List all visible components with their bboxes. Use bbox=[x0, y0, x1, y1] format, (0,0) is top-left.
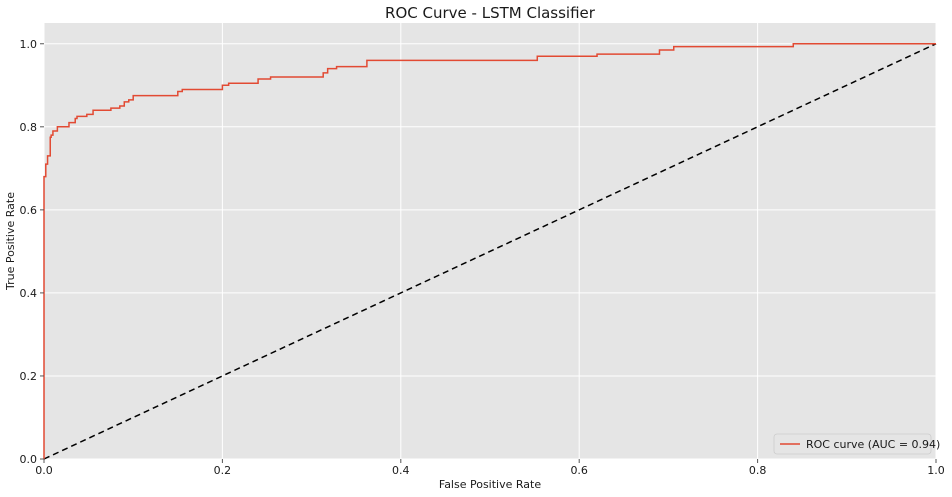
y-axis-label: True Positive Rate bbox=[4, 192, 17, 291]
grid-lines bbox=[43, 23, 937, 460]
legend-box bbox=[773, 433, 932, 455]
y-tick-label-2: 0.4 bbox=[20, 287, 38, 300]
roc-curve-line bbox=[43, 43, 936, 459]
x-tick-label-2: 0.4 bbox=[392, 464, 410, 477]
chart-title: ROC Curve - LSTM Classifier bbox=[385, 4, 596, 22]
series-layer bbox=[43, 43, 937, 460]
y-tick-label-5: 1.0 bbox=[20, 38, 38, 51]
x-tick-label-4: 0.8 bbox=[749, 464, 767, 477]
chance-diagonal-line bbox=[43, 43, 937, 460]
x-axis-label: False Positive Rate bbox=[439, 478, 541, 491]
legend: ROC curve (AUC = 0.94) bbox=[773, 433, 940, 455]
y-tick-label-4: 0.8 bbox=[20, 121, 38, 134]
x-tick-label-5: 1.0 bbox=[927, 464, 945, 477]
tick-layer: 0.0 0.2 0.4 0.6 0.8 1.0 0.0 0.2 0.4 0.6 0.8 1.0 bbox=[20, 38, 945, 477]
plot-area bbox=[44, 23, 936, 459]
x-tick-label-0: 0.0 bbox=[35, 464, 53, 477]
x-tick-label-3: 0.6 bbox=[570, 464, 588, 477]
y-tick-label-0: 0.0 bbox=[20, 453, 38, 466]
y-tick-label-1: 0.2 bbox=[20, 370, 38, 383]
legend-label: ROC curve (AUC = 0.94) bbox=[806, 438, 940, 451]
y-tick-label-3: 0.6 bbox=[20, 204, 38, 217]
x-tick-label-1: 0.2 bbox=[214, 464, 232, 477]
